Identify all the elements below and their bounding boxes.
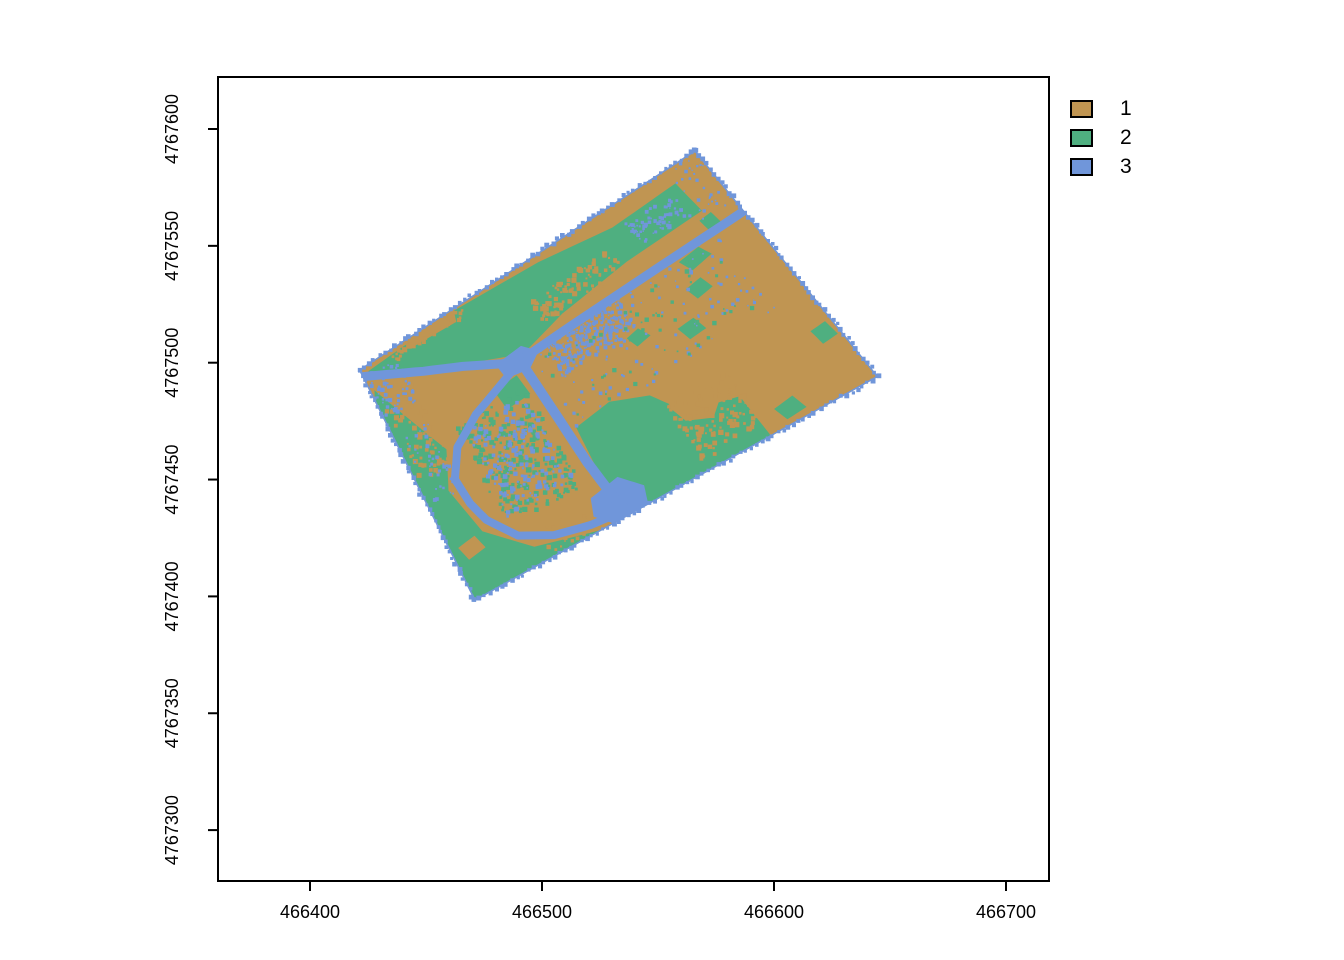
speckles-block-blue bbox=[466, 400, 574, 518]
speckles-southgreen-tan bbox=[667, 373, 768, 461]
raster-region-blob-east-2 bbox=[685, 277, 713, 299]
y-axis-tick-label: 4767350 bbox=[162, 678, 182, 748]
raster-cross-road bbox=[515, 356, 636, 520]
y-axis-tick-label: 4767600 bbox=[162, 94, 182, 164]
legend-swatch-icon bbox=[1070, 128, 1093, 147]
speckles-bigtan-blue bbox=[527, 238, 775, 428]
x-axis-tick-label: 466600 bbox=[744, 902, 804, 922]
legend-swatch-icon bbox=[1070, 99, 1093, 118]
raster-main-road bbox=[358, 206, 749, 382]
x-axis-tick-label: 466500 bbox=[512, 902, 572, 922]
legend-label: 1 bbox=[1120, 97, 1132, 120]
speckles-band-blue bbox=[624, 198, 692, 243]
legend-entry-2: 2 bbox=[1070, 126, 1132, 149]
raster-layer bbox=[358, 150, 879, 602]
legend-label: 2 bbox=[1120, 126, 1132, 149]
speckles-tip-blue bbox=[675, 160, 731, 220]
y-axis-tick-label: 4767550 bbox=[162, 211, 182, 281]
raster-region-upper-band bbox=[368, 183, 702, 380]
raster-region-blob-east-1 bbox=[678, 246, 712, 271]
raster-region-blob-block bbox=[494, 375, 531, 410]
y-axis-tick-label: 4767300 bbox=[162, 795, 182, 865]
raster-region-blob-edge-ne bbox=[810, 321, 838, 344]
raster-edge-pixels bbox=[357, 147, 882, 602]
y-axis-tick-label: 4767450 bbox=[162, 445, 182, 515]
raster-west-loop-road bbox=[450, 365, 625, 540]
legend-entry-1: 1 bbox=[1070, 97, 1132, 120]
legend-label: 3 bbox=[1120, 155, 1132, 178]
raster-base-class1 bbox=[358, 150, 879, 602]
speckles-band-tan-mottle bbox=[531, 251, 629, 321]
raster-region-blob-mid bbox=[626, 328, 651, 347]
y-axis-tick-label: 4767400 bbox=[162, 561, 182, 631]
x-axis-tick-label: 466400 bbox=[280, 902, 340, 922]
x-axis-tick-label: 466700 bbox=[976, 902, 1036, 922]
raster-region-edge-patch-nw bbox=[402, 309, 457, 348]
legend-swatch-icon bbox=[1070, 157, 1093, 176]
legend-entry-3: 3 bbox=[1070, 155, 1132, 178]
raster-region-blob-edge-se bbox=[774, 395, 807, 420]
y-axis-tick-label: 4767500 bbox=[162, 328, 182, 398]
legend: 1 2 3 bbox=[1070, 97, 1132, 178]
speckles-bigtan-green bbox=[544, 260, 755, 416]
raster-region-cluster-b-corner bbox=[458, 535, 486, 560]
